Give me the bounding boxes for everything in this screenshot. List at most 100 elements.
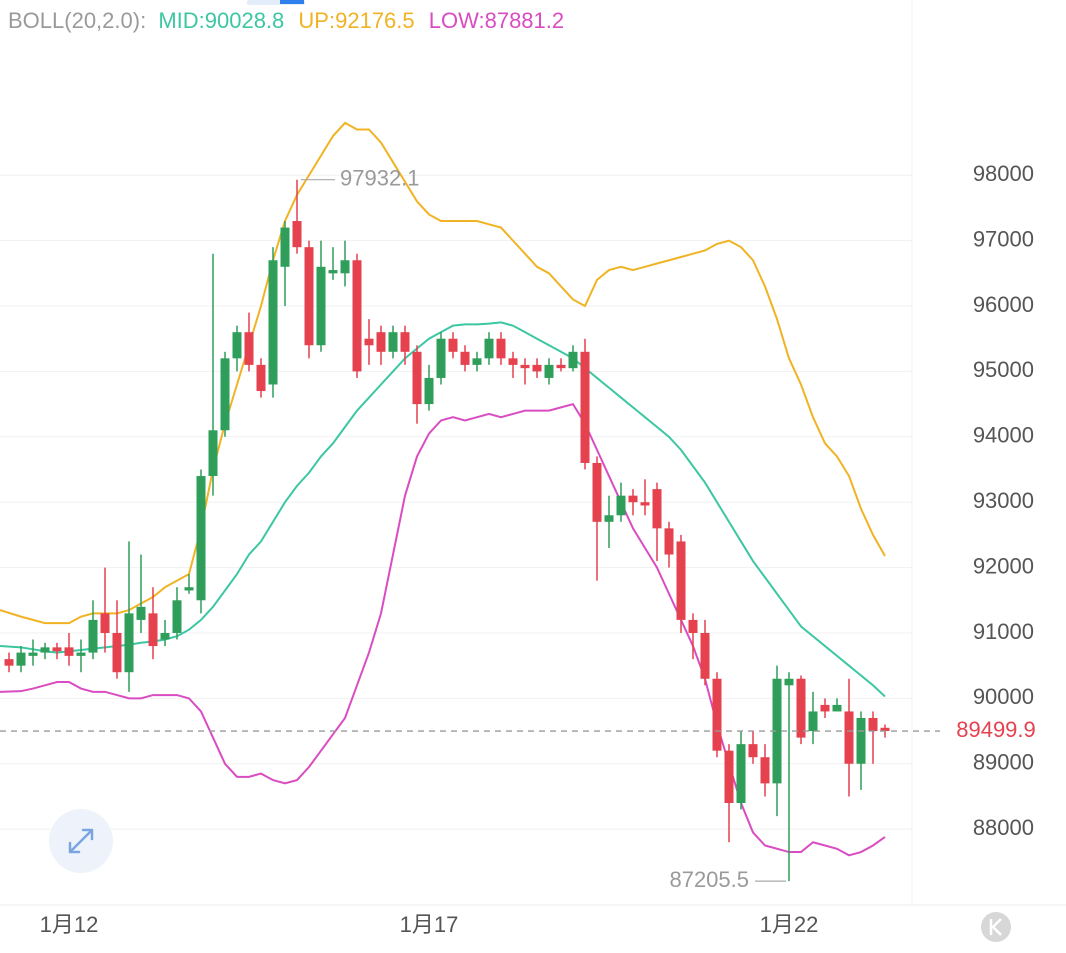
candle-body: [580, 351, 590, 463]
candles: [4, 179, 890, 882]
candle-body: [172, 600, 182, 633]
candle-body: [112, 632, 122, 673]
legend-value: 90028.8: [205, 8, 285, 33]
expand-icon[interactable]: [68, 828, 94, 854]
candle-body: [472, 358, 482, 365]
candle-body: [364, 338, 374, 346]
candle-body: [352, 260, 362, 372]
candle-body: [148, 613, 158, 647]
k-icon[interactable]: [989, 918, 1002, 936]
candle-body: [400, 332, 410, 352]
candle-body: [844, 711, 854, 764]
candle-body: [88, 619, 98, 653]
legend: BOLL(20,2.0): MID:90028.8 UP:92176.5 LOW…: [8, 8, 564, 33]
x-tick-label: 1月22: [760, 912, 819, 937]
legend-value: 87881.2: [485, 8, 565, 33]
candle-body: [424, 377, 434, 405]
indicator-label: BOLL(20,2.0):: [8, 8, 146, 33]
candle-body: [256, 364, 266, 392]
candle-body: [340, 260, 350, 274]
candle-body: [856, 717, 866, 764]
low-annotation: 87205.5: [669, 867, 749, 892]
candle-body: [280, 227, 290, 267]
candle-body: [688, 619, 698, 633]
candle-body: [868, 717, 878, 732]
candle-body: [448, 338, 458, 352]
candle-body: [496, 338, 506, 359]
candle-body: [748, 744, 758, 758]
last-price-label: 89499.9: [956, 717, 1036, 742]
y-tick-label: 96000: [973, 292, 1034, 317]
grid: 88000 89000 90000 91000 92000 93000 94000 95000…: [0, 161, 1034, 937]
overlay: 97932.1 87205.5 89499.9: [0, 165, 1048, 892]
y-tick-label: 92000: [973, 553, 1034, 578]
candle-body: [292, 221, 302, 248]
candle-body: [772, 678, 782, 784]
x-tick-label: 1月12: [40, 912, 99, 937]
candle-body: [304, 247, 314, 346]
candle-body: [232, 332, 242, 359]
candle-body: [484, 338, 494, 359]
legend-name: MID:: [158, 8, 204, 33]
candle-body: [208, 430, 218, 477]
candle-body: [736, 744, 746, 803]
y-tick-label: 93000: [973, 488, 1034, 513]
candle-body: [604, 515, 614, 522]
candle-body: [196, 476, 206, 601]
candle-body: [52, 647, 62, 652]
candle-body: [808, 711, 818, 732]
candle-body: [616, 495, 626, 516]
candle-body: [712, 678, 722, 751]
candle-body: [640, 502, 650, 506]
candle-body: [784, 678, 794, 686]
candle-body: [100, 613, 110, 633]
candle-body: [244, 332, 254, 365]
candle-body: [136, 606, 146, 620]
candle-body: [832, 704, 842, 712]
candle-body: [568, 351, 578, 369]
candle-body: [520, 364, 530, 369]
candle-body: [820, 704, 830, 712]
candle-body: [184, 587, 194, 591]
y-tick-label: 97000: [973, 226, 1034, 251]
legend-value: 92176.5: [335, 8, 415, 33]
candle-body: [412, 351, 422, 405]
candle-body: [76, 652, 86, 656]
k-button-bg[interactable]: [981, 912, 1011, 942]
candle-body: [664, 528, 674, 555]
candle-body: [40, 647, 50, 653]
candle-body: [220, 358, 230, 431]
candle-body: [460, 351, 470, 365]
high-annotation: 97932.1: [340, 165, 420, 190]
candle-body: [64, 647, 74, 656]
candle-body: [724, 750, 734, 803]
candle-body: [652, 489, 662, 529]
candle-body: [328, 270, 338, 274]
candle-body: [28, 652, 38, 656]
expand-button[interactable]: [49, 809, 113, 873]
y-tick-label: 89000: [973, 750, 1034, 775]
candle-body: [436, 338, 446, 378]
candle-body: [508, 358, 518, 365]
candle-body: [592, 462, 602, 522]
candle-body: [532, 364, 542, 372]
band-line: [0, 121, 886, 625]
candle-body: [796, 678, 806, 738]
candle-body: [268, 260, 278, 385]
legend-name: UP:: [298, 8, 335, 33]
candle-body: [556, 364, 566, 369]
y-tick-label: 90000: [973, 684, 1034, 709]
y-tick-label: 95000: [973, 357, 1034, 382]
x-tick-label: 1月17: [400, 912, 459, 937]
candle-body: [880, 727, 890, 732]
candle-body: [4, 659, 14, 666]
y-tick-label: 91000: [973, 619, 1034, 644]
k-button[interactable]: [981, 912, 1011, 942]
candle-body: [760, 757, 770, 784]
legend-name: LOW:: [429, 8, 485, 33]
candle-body: [628, 495, 638, 503]
y-tick-label: 88000: [973, 815, 1034, 840]
